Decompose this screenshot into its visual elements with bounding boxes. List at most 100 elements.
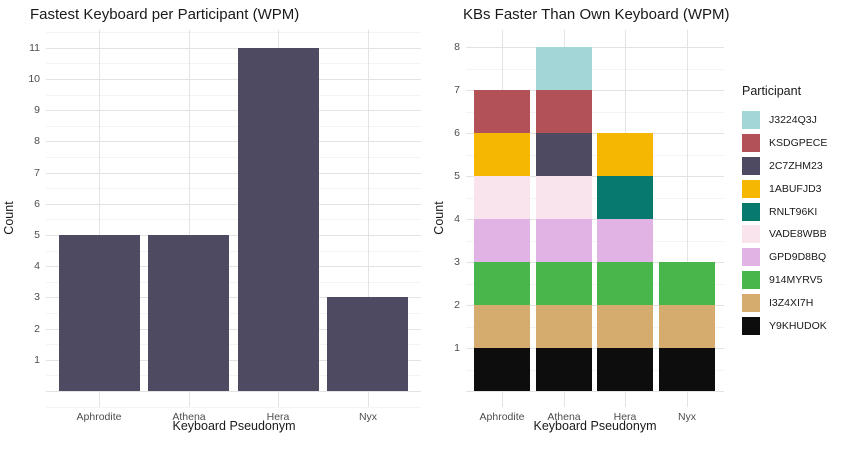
legend-item-label: Y9KHUDOK bbox=[769, 319, 827, 332]
legend-item-label: I3Z4XI7H bbox=[769, 296, 814, 309]
plot-panel-right: 1 2 3 4 5 6 7 8 Aphrodite Athena Hera Nyx bbox=[454, 30, 724, 423]
legend: Participant J3224Q3J KSDGPECE 2C7ZHM23 1ABU… bbox=[742, 84, 827, 337]
gridline bbox=[46, 95, 421, 96]
y-tick-label: 2 bbox=[34, 323, 40, 335]
legend-swatch bbox=[742, 293, 760, 312]
legend-swatch bbox=[742, 156, 760, 175]
y-tick-label: 7 bbox=[454, 84, 460, 96]
legend-item: GPD9D8BQ bbox=[742, 246, 827, 269]
gridline-vertical bbox=[189, 30, 190, 407]
plot-panel-left: 1 2 3 4 5 6 7 8 9 10 11 Aphrodite Athena Hera Nyx bbox=[28, 30, 421, 423]
bar-segment-aphrodite-1abufjd3 bbox=[474, 133, 530, 176]
legend-item: J3224Q3J bbox=[742, 109, 827, 132]
legend-item-label: KSDGPECE bbox=[769, 137, 828, 150]
legend-item: 914MYRV5 bbox=[742, 269, 827, 292]
legend-item: VADE8WBB bbox=[742, 223, 827, 246]
gridline bbox=[466, 155, 724, 156]
bar-segment-aphrodite-914myrv5 bbox=[474, 262, 530, 305]
bar-nyx bbox=[327, 297, 408, 391]
bar-segment-athena-j3224q3j bbox=[536, 47, 592, 90]
y-axis-label-left: Count bbox=[2, 201, 16, 235]
legend-swatch bbox=[742, 202, 760, 221]
gridline bbox=[466, 90, 724, 91]
x-tick-label: Athena bbox=[547, 411, 581, 423]
y-tick-label: 7 bbox=[34, 167, 40, 179]
y-tick-label: 1 bbox=[34, 354, 40, 366]
gridline bbox=[46, 219, 421, 220]
gridline bbox=[46, 141, 421, 142]
bar-segment-nyx-y9khudok bbox=[659, 348, 715, 391]
gridline bbox=[466, 370, 724, 371]
gridline bbox=[466, 327, 724, 328]
y-tick-label: 6 bbox=[34, 198, 40, 210]
bar-segment-athena-gpd9d8bq bbox=[536, 219, 592, 262]
x-axis-label-right: Keyboard Pseudonym bbox=[533, 419, 657, 433]
y-tick-label: 4 bbox=[34, 260, 40, 272]
bar-segment-nyx-914myrv5 bbox=[659, 262, 715, 305]
legend-item: Y9KHUDOK bbox=[742, 314, 827, 337]
gridline bbox=[466, 198, 724, 199]
bar-segment-aphrodite-y9khudok bbox=[474, 348, 530, 391]
y-tick-label: 1 bbox=[454, 342, 460, 354]
gridline bbox=[466, 262, 724, 263]
gridline bbox=[466, 348, 724, 349]
gridline bbox=[466, 391, 724, 392]
bar-aphrodite bbox=[59, 235, 140, 391]
y-tick-label: 5 bbox=[34, 229, 40, 241]
legend-swatch bbox=[742, 134, 760, 153]
legend-item: RNLT96KI bbox=[742, 200, 827, 223]
x-tick-label: Hera bbox=[613, 411, 637, 423]
gridline bbox=[46, 173, 421, 174]
bar-segment-athena-vade8wbb bbox=[536, 176, 592, 219]
bar-segment-athena-ksdgpece bbox=[536, 90, 592, 133]
legend-items: J3224Q3J KSDGPECE 2C7ZHM23 1ABUFJD3 RNLT96KI… bbox=[742, 109, 827, 337]
legend-swatch bbox=[742, 111, 760, 130]
x-tick-label: Aphrodite bbox=[76, 411, 122, 423]
legend-item: 1ABUFJD3 bbox=[742, 177, 827, 200]
y-tick-label: 10 bbox=[28, 73, 40, 85]
legend-title: Participant bbox=[742, 84, 802, 98]
bar-segment-athena-2c7zhm23 bbox=[536, 133, 592, 176]
y-tick-label: 11 bbox=[29, 42, 40, 54]
legend-swatch bbox=[742, 179, 760, 198]
gridline-vertical bbox=[368, 30, 369, 407]
gridline bbox=[466, 112, 724, 113]
gridline bbox=[46, 344, 421, 345]
y-tick-label: 6 bbox=[454, 127, 460, 139]
y-tick-label: 3 bbox=[34, 291, 40, 303]
x-tick-label: Athena bbox=[172, 411, 206, 423]
y-tick-label: 4 bbox=[454, 213, 460, 225]
bar-segment-hera-gpd9d8bq bbox=[597, 219, 653, 262]
gridline bbox=[46, 63, 421, 64]
y-tick-label: 5 bbox=[454, 170, 460, 182]
legend-item-label: GPD9D8BQ bbox=[769, 251, 827, 264]
bar-segment-aphrodite-vade8wbb bbox=[474, 176, 530, 219]
bar-segment-athena-914myrv5 bbox=[536, 262, 592, 305]
legend-item: KSDGPECE bbox=[742, 132, 827, 155]
legend-item-label: VADE8WBB bbox=[769, 228, 827, 241]
gridline bbox=[466, 305, 724, 306]
gridline bbox=[46, 204, 421, 205]
gridline bbox=[46, 110, 421, 111]
gridline bbox=[46, 329, 421, 330]
gridline bbox=[466, 69, 724, 70]
bar-segment-hera-1abufjd3 bbox=[597, 133, 653, 176]
legend-item-label: 914MYRV5 bbox=[769, 273, 823, 286]
bar-segment-athena-i3z4xi7h bbox=[536, 305, 592, 348]
x-tick-label: Hera bbox=[266, 411, 290, 423]
x-tick-label: Nyx bbox=[358, 411, 378, 423]
legend-swatch bbox=[742, 316, 760, 335]
legend-item: 2C7ZHM23 bbox=[742, 155, 827, 178]
legend-item: I3Z4XI7H bbox=[742, 291, 827, 314]
x-tick-label: Aphrodite bbox=[479, 411, 525, 423]
y-tick-label: 8 bbox=[454, 41, 460, 53]
legend-swatch bbox=[742, 248, 760, 267]
gridline bbox=[46, 48, 421, 49]
gridline bbox=[46, 375, 421, 376]
gridline-vertical bbox=[687, 30, 688, 407]
legend-swatch bbox=[742, 270, 760, 289]
legend-item-label: 2C7ZHM23 bbox=[769, 159, 823, 172]
x-tick-label: Nyx bbox=[677, 411, 697, 423]
gridline-vertical bbox=[99, 30, 100, 407]
